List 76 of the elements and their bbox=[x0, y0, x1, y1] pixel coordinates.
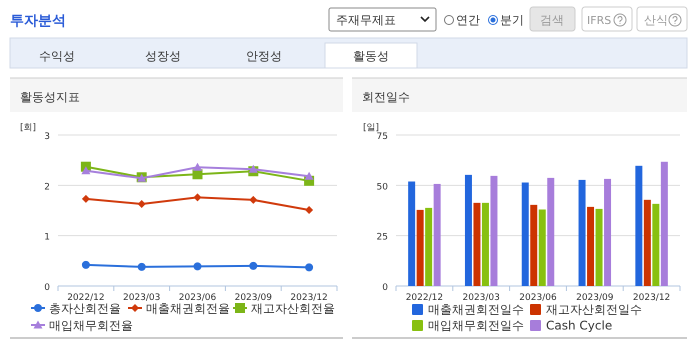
bar bbox=[538, 209, 546, 286]
bar bbox=[416, 210, 424, 286]
y-axis-title: [일] bbox=[363, 123, 380, 133]
y-tick-label: 1 bbox=[44, 232, 50, 243]
text: 분기 bbox=[500, 13, 524, 27]
point bbox=[305, 263, 314, 272]
x-tick-label: 2023/03 bbox=[123, 293, 160, 303]
x-tick-label: 2022/12 bbox=[406, 293, 444, 303]
bar bbox=[578, 180, 586, 286]
bar bbox=[596, 208, 603, 286]
point bbox=[193, 162, 202, 171]
point bbox=[192, 169, 202, 180]
bar bbox=[660, 162, 668, 286]
point bbox=[194, 262, 202, 270]
y-tick-label: 75 bbox=[376, 132, 388, 142]
y-tick-label: 50 bbox=[376, 182, 388, 192]
text: 주재무제표 bbox=[336, 13, 396, 27]
bar bbox=[425, 208, 432, 286]
x-tick-label: 2023/06 bbox=[519, 293, 557, 303]
point bbox=[249, 196, 258, 204]
x-tick-label: 2022/12 bbox=[67, 293, 105, 303]
text: 투자분석 bbox=[10, 13, 66, 29]
text: IFRS bbox=[587, 14, 612, 27]
y-tick-label: 25 bbox=[376, 232, 388, 243]
bar bbox=[547, 178, 554, 286]
point bbox=[304, 172, 314, 180]
bar bbox=[587, 206, 594, 286]
text: 검색 bbox=[540, 13, 564, 27]
y-tick-label: 0 bbox=[44, 283, 50, 293]
bar bbox=[408, 182, 416, 286]
point bbox=[249, 262, 258, 270]
bar bbox=[522, 182, 529, 286]
legend-label: 매입채무회전율 bbox=[49, 318, 133, 332]
bar bbox=[482, 202, 489, 286]
text: 성장성 bbox=[145, 49, 181, 63]
legend-label: 총자산회전율 bbox=[49, 302, 121, 316]
y-tick-label: 2 bbox=[44, 182, 50, 192]
legend-label: 매입채무회전일수 bbox=[428, 318, 524, 332]
y-tick-label: 3 bbox=[44, 132, 50, 142]
point bbox=[194, 193, 202, 202]
text: 활동성 bbox=[353, 49, 389, 63]
bar bbox=[644, 200, 651, 286]
bar bbox=[530, 204, 538, 286]
x-tick-label: 2023/06 bbox=[178, 293, 216, 303]
text: 안정성 bbox=[246, 49, 282, 63]
x-tick-label: 2023/12 bbox=[632, 293, 670, 303]
bar bbox=[604, 178, 612, 286]
point bbox=[81, 166, 90, 174]
legend-label: Cash Cycle bbox=[546, 318, 612, 332]
y-axis-title: [회] bbox=[20, 123, 36, 133]
chart-title: 활동성지표 bbox=[20, 90, 80, 104]
bar bbox=[473, 202, 480, 286]
bar bbox=[434, 184, 441, 286]
text: 수익성 bbox=[39, 49, 75, 63]
bar bbox=[635, 166, 642, 286]
text: 산식 bbox=[644, 13, 668, 27]
point bbox=[138, 262, 146, 271]
x-tick-label: 2023/09 bbox=[234, 293, 272, 303]
legend-label: 재고자산회전일수 bbox=[546, 302, 642, 316]
point bbox=[305, 206, 314, 214]
point bbox=[82, 194, 90, 203]
legend-label: 재고자산회전율 bbox=[251, 302, 335, 316]
bar bbox=[652, 204, 660, 286]
x-tick-label: 2023/09 bbox=[576, 293, 614, 303]
y-tick-label: 0 bbox=[382, 283, 388, 293]
point bbox=[82, 260, 90, 269]
legend-label: 매출채권회전일수 bbox=[428, 302, 524, 316]
point bbox=[138, 200, 146, 208]
x-tick-label: 2023/03 bbox=[462, 293, 500, 303]
bar bbox=[464, 174, 472, 286]
point bbox=[248, 164, 258, 173]
chart-title: 회전일수 bbox=[362, 90, 410, 104]
legend-label: 매출채권회전율 bbox=[146, 302, 230, 316]
text: 연간 bbox=[456, 13, 480, 27]
bar bbox=[490, 176, 498, 286]
x-tick-label: 2023/12 bbox=[290, 293, 328, 303]
